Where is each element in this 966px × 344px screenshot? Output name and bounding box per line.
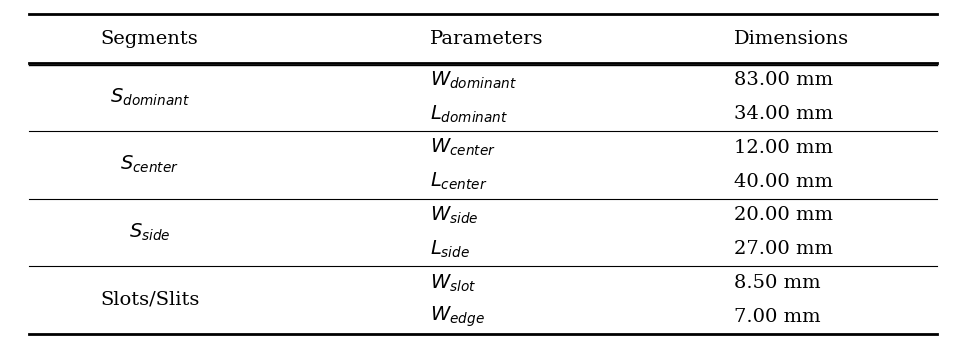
Text: 12.00 mm: 12.00 mm — [734, 139, 833, 157]
Text: 8.50 mm: 8.50 mm — [734, 274, 821, 292]
Text: Parameters: Parameters — [430, 30, 543, 47]
Text: Dimensions: Dimensions — [734, 30, 849, 47]
Text: $S_{side}$: $S_{side}$ — [128, 222, 171, 243]
Text: $W_{dominant}$: $W_{dominant}$ — [430, 69, 517, 91]
Text: $S_{dominant}$: $S_{dominant}$ — [110, 86, 189, 108]
Text: $S_{center}$: $S_{center}$ — [120, 154, 180, 175]
Text: 27.00 mm: 27.00 mm — [734, 240, 833, 258]
Text: 20.00 mm: 20.00 mm — [734, 206, 833, 224]
Text: 7.00 mm: 7.00 mm — [734, 308, 821, 326]
Text: $W_{slot}$: $W_{slot}$ — [430, 272, 476, 294]
Text: 40.00 mm: 40.00 mm — [734, 173, 833, 191]
Text: $L_{center}$: $L_{center}$ — [430, 171, 488, 192]
Text: 83.00 mm: 83.00 mm — [734, 71, 834, 89]
Text: $W_{side}$: $W_{side}$ — [430, 205, 478, 226]
Text: $L_{dominant}$: $L_{dominant}$ — [430, 104, 508, 125]
Text: Segments: Segments — [100, 30, 199, 47]
Text: Slots/Slits: Slots/Slits — [100, 291, 199, 309]
Text: $W_{edge}$: $W_{edge}$ — [430, 304, 485, 329]
Text: $L_{side}$: $L_{side}$ — [430, 238, 470, 260]
Text: 34.00 mm: 34.00 mm — [734, 105, 834, 123]
Text: $W_{center}$: $W_{center}$ — [430, 137, 496, 159]
